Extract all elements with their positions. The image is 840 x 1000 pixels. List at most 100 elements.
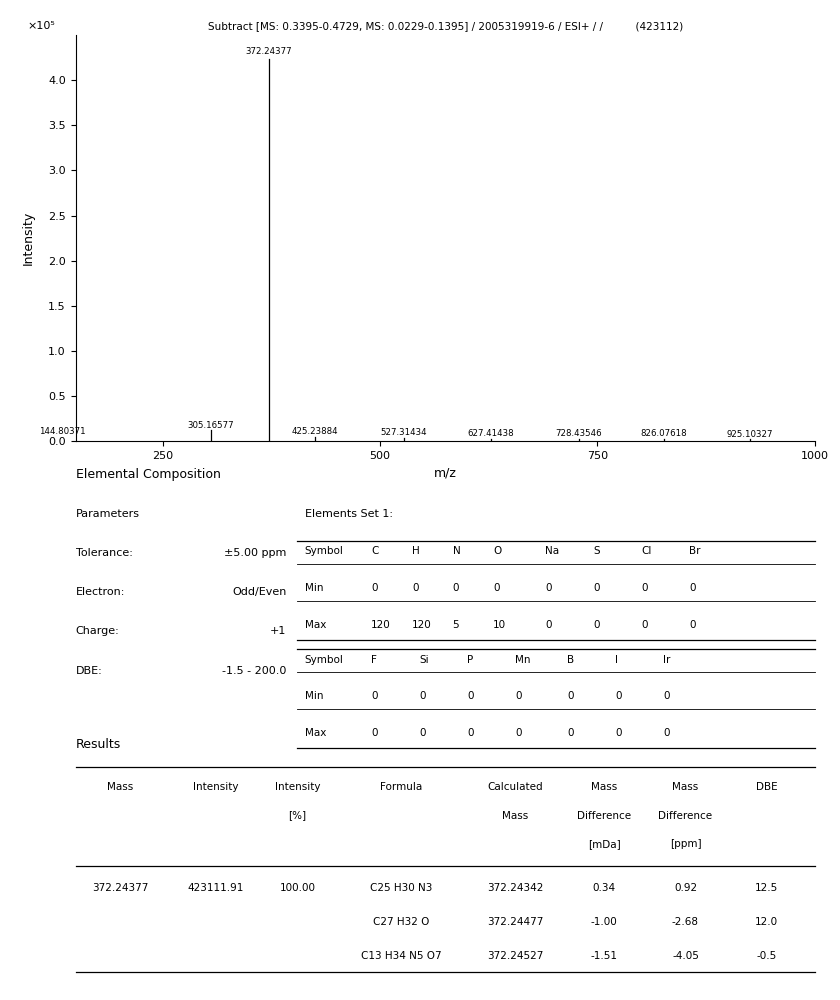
Text: 826.07618: 826.07618 [640, 429, 687, 438]
Text: Min: Min [305, 583, 323, 593]
Text: DBE: DBE [756, 782, 778, 792]
Text: O: O [493, 546, 501, 556]
Text: Calculated: Calculated [487, 782, 543, 792]
Text: Difference: Difference [659, 811, 712, 821]
Text: 0: 0 [641, 620, 648, 630]
Text: 0: 0 [689, 583, 696, 593]
Text: 0: 0 [593, 583, 600, 593]
Text: Charge:: Charge: [76, 626, 119, 636]
Text: I: I [615, 655, 618, 665]
Text: Max: Max [305, 728, 326, 738]
Text: Elemental Composition: Elemental Composition [76, 468, 220, 481]
Text: Parameters: Parameters [76, 509, 139, 519]
Text: -1.5 - 200.0: -1.5 - 200.0 [222, 666, 286, 676]
Text: 925.10327: 925.10327 [727, 430, 773, 439]
Text: [ppm]: [ppm] [669, 839, 701, 849]
Text: 0: 0 [467, 728, 474, 738]
Text: Ir: Ir [664, 655, 670, 665]
Text: C13 H34 N5 O7: C13 H34 N5 O7 [360, 951, 441, 961]
Text: Na: Na [545, 546, 559, 556]
Text: ±5.00 ppm: ±5.00 ppm [224, 548, 286, 558]
Text: 527.31434: 527.31434 [381, 428, 427, 437]
Text: 372.24377: 372.24377 [92, 883, 148, 893]
Text: 100.00: 100.00 [280, 883, 315, 893]
Text: C27 H32 O: C27 H32 O [373, 917, 429, 927]
Text: N: N [453, 546, 460, 556]
Text: [%]: [%] [288, 811, 307, 821]
Text: Intensity: Intensity [193, 782, 239, 792]
Text: S: S [593, 546, 600, 556]
Text: Mass: Mass [502, 811, 528, 821]
Text: 0: 0 [419, 691, 426, 701]
Y-axis label: Intensity: Intensity [22, 211, 35, 265]
Text: Mn: Mn [516, 655, 531, 665]
Text: Mass: Mass [672, 782, 699, 792]
Text: 627.41438: 627.41438 [468, 429, 514, 438]
Text: Elements Set 1:: Elements Set 1: [305, 509, 393, 519]
Text: 0: 0 [453, 583, 459, 593]
Text: 0: 0 [493, 583, 500, 593]
Text: Difference: Difference [577, 811, 631, 821]
Text: 0: 0 [641, 583, 648, 593]
Text: 372.24527: 372.24527 [487, 951, 543, 961]
Text: -1.51: -1.51 [591, 951, 617, 961]
X-axis label: m/z: m/z [433, 467, 457, 480]
Text: Formula: Formula [380, 782, 422, 792]
Text: -4.05: -4.05 [672, 951, 699, 961]
Text: 0.34: 0.34 [592, 883, 616, 893]
Text: 0: 0 [545, 620, 552, 630]
Text: 0: 0 [615, 728, 622, 738]
Text: C: C [371, 546, 379, 556]
Text: H: H [412, 546, 420, 556]
Text: 423111.91: 423111.91 [188, 883, 244, 893]
Text: Symbol: Symbol [305, 655, 344, 665]
Text: 120: 120 [371, 620, 391, 630]
Text: 0: 0 [419, 728, 426, 738]
Text: 5: 5 [453, 620, 459, 630]
Text: 0: 0 [412, 583, 418, 593]
Text: 372.24342: 372.24342 [487, 883, 543, 893]
Text: 728.43546: 728.43546 [555, 429, 602, 438]
Text: C25 H30 N3: C25 H30 N3 [370, 883, 432, 893]
Text: 12.0: 12.0 [755, 917, 779, 927]
Text: 0: 0 [664, 691, 669, 701]
Text: -0.5: -0.5 [757, 951, 777, 961]
Text: Br: Br [689, 546, 701, 556]
Text: Tolerance:: Tolerance: [76, 548, 133, 558]
Text: Mass: Mass [107, 782, 133, 792]
Text: 0: 0 [567, 728, 574, 738]
Text: 0: 0 [467, 691, 474, 701]
Text: P: P [467, 655, 474, 665]
Text: DBE:: DBE: [76, 666, 102, 676]
Text: Intensity: Intensity [275, 782, 320, 792]
Text: 0: 0 [545, 583, 552, 593]
Text: 0: 0 [516, 728, 522, 738]
Text: 0.92: 0.92 [674, 883, 697, 893]
Text: 0: 0 [371, 728, 378, 738]
Text: 0: 0 [593, 620, 600, 630]
Text: B: B [567, 655, 575, 665]
Text: -1.00: -1.00 [591, 917, 617, 927]
Text: 0: 0 [664, 728, 669, 738]
Text: Max: Max [305, 620, 326, 630]
Text: 12.5: 12.5 [755, 883, 779, 893]
Text: +1: +1 [270, 626, 286, 636]
Text: 144.80371: 144.80371 [39, 427, 86, 436]
Text: F: F [371, 655, 377, 665]
Text: Mass: Mass [591, 782, 617, 792]
Text: 0: 0 [615, 691, 622, 701]
Text: Si: Si [419, 655, 429, 665]
Text: 0: 0 [689, 620, 696, 630]
Text: 372.24477: 372.24477 [487, 917, 543, 927]
Text: Results: Results [76, 738, 121, 751]
Text: Min: Min [305, 691, 323, 701]
Text: Cl: Cl [641, 546, 652, 556]
Text: 10: 10 [493, 620, 507, 630]
Text: 372.24377: 372.24377 [245, 47, 292, 56]
Text: -2.68: -2.68 [672, 917, 699, 927]
Title: Subtract [MS: 0.3395-0.4729, MS: 0.0229-0.1395] / 2005319919-6 / ESI+ / /       : Subtract [MS: 0.3395-0.4729, MS: 0.0229-… [207, 21, 683, 31]
Text: Symbol: Symbol [305, 546, 344, 556]
Text: 120: 120 [412, 620, 432, 630]
Text: Odd/Even: Odd/Even [232, 587, 286, 597]
Text: 305.16577: 305.16577 [187, 421, 234, 430]
